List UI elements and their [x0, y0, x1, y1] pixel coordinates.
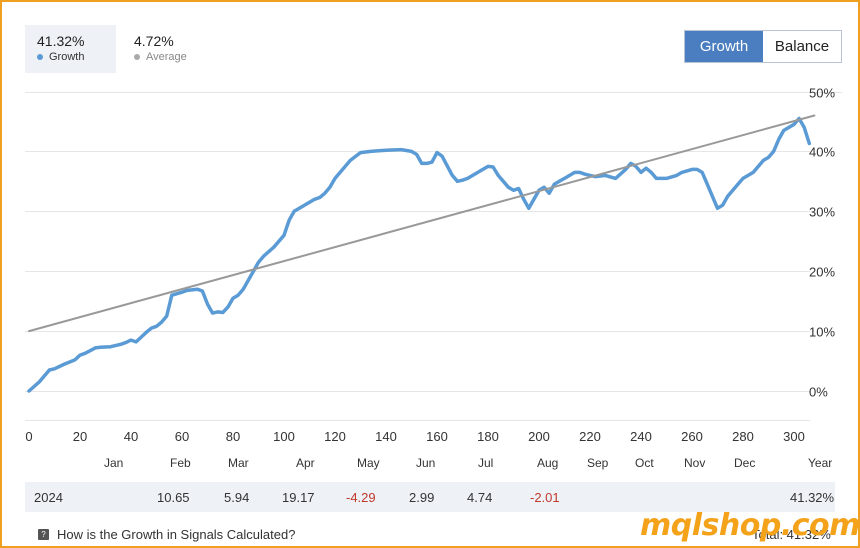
average-dot-icon: [134, 54, 140, 60]
month-label-dec: Dec: [734, 456, 756, 470]
y-tick-label: 30%: [809, 205, 835, 220]
calc-help-link[interactable]: ? How is the Growth in Signals Calculate…: [38, 527, 295, 542]
month-value-cell: -2.01: [530, 490, 560, 505]
x-tick-label: 220: [579, 429, 601, 444]
y-tick-label: 40%: [809, 145, 835, 160]
month-label-aug: Aug: [537, 456, 559, 470]
y-tick-label: 0%: [809, 385, 828, 400]
x-tick-label: 120: [324, 429, 346, 444]
month-value-cell: 19.17: [282, 490, 315, 505]
calc-help-text: How is the Growth in Signals Calculated?: [57, 527, 296, 542]
help-icon: ?: [38, 529, 49, 540]
chart-mode-toggle: Growth Balance: [684, 30, 842, 63]
month-value-cell: 5.94: [224, 490, 250, 505]
month-label-jun: Jun: [416, 456, 436, 470]
x-tick-label: 0: [25, 429, 32, 444]
balance-toggle-button[interactable]: Balance: [763, 31, 841, 62]
month-label-mar: Mar: [228, 456, 249, 470]
year-label: 2024: [34, 490, 63, 505]
x-tick-label: 60: [175, 429, 189, 444]
year-row: 2024 10.65 5.94 19.17 -4.29 2.99 4.74 -2.01 41.3…: [25, 482, 835, 512]
growth-stat[interactable]: 41.32% Growth: [25, 25, 116, 73]
month-label-jul: Jul: [478, 456, 494, 470]
total-value: Total: 41.32%: [752, 527, 831, 542]
month-label-sep: Sep: [587, 456, 609, 470]
y-tick-label: 20%: [809, 265, 835, 280]
month-label-apr: Apr: [296, 456, 315, 470]
watermark-logo: mqlshop.com: [640, 508, 860, 543]
x-tick-label: 140: [375, 429, 397, 444]
x-tick-label: 80: [226, 429, 240, 444]
month-labels: Jan Feb Mar Apr May Jun Jul Aug Sep Oct Nov Dec Year: [0, 456, 860, 472]
month-value-cell: 2.99: [409, 490, 435, 505]
x-tick-label: 40: [124, 429, 138, 444]
x-tick-label: 240: [630, 429, 652, 444]
y-tick-label: 10%: [809, 325, 835, 340]
growth-label: Growth: [49, 51, 85, 63]
growth-legend: Growth: [37, 51, 104, 63]
month-label-nov: Nov: [684, 456, 706, 470]
growth-series-line: [27, 116, 812, 393]
y-tick-label: 50%: [809, 86, 835, 101]
average-value: 4.72%: [134, 33, 174, 49]
month-value-cell: -4.29: [346, 490, 376, 505]
year-total-cell: 41.32%: [790, 490, 835, 505]
average-stat[interactable]: 4.72% Average: [122, 25, 212, 73]
x-tick-label: 20: [73, 429, 87, 444]
month-value-cell: 4.74: [467, 490, 493, 505]
x-tick-label: 280: [732, 429, 754, 444]
average-legend: Average: [134, 51, 200, 63]
month-label-feb: Feb: [170, 456, 191, 470]
growth-value: 41.32%: [37, 33, 85, 49]
x-tick-label: 300: [783, 429, 805, 444]
x-tick-label: 200: [528, 429, 550, 444]
growth-dot-icon: [37, 54, 43, 60]
month-label-jan: Jan: [104, 456, 124, 470]
x-tick-label: 180: [477, 429, 499, 444]
x-tick-label: 100: [273, 429, 295, 444]
x-tick-label: 260: [681, 429, 703, 444]
x-tick-label: 160: [426, 429, 448, 444]
month-label-oct: Oct: [635, 456, 654, 470]
average-trend-line: [28, 114, 816, 333]
growth-toggle-button[interactable]: Growth: [685, 31, 763, 62]
month-value-cell: 10.65: [157, 490, 190, 505]
average-label: Average: [146, 51, 187, 63]
month-label-year: Year: [808, 456, 833, 470]
month-label-may: May: [357, 456, 380, 470]
